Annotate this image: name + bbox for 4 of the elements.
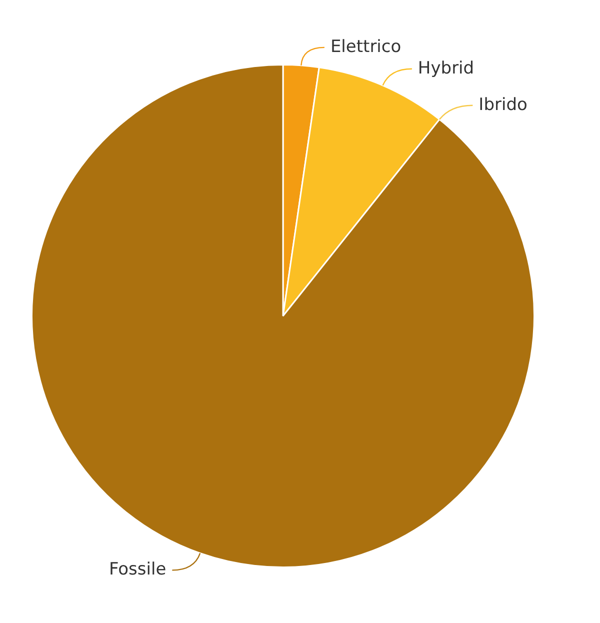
slice-label: Fossile <box>108 560 166 580</box>
slice-label: Hybrid <box>418 58 474 78</box>
slice-label: Elettrico <box>330 36 402 57</box>
legend-label: Ibrido <box>478 94 528 115</box>
